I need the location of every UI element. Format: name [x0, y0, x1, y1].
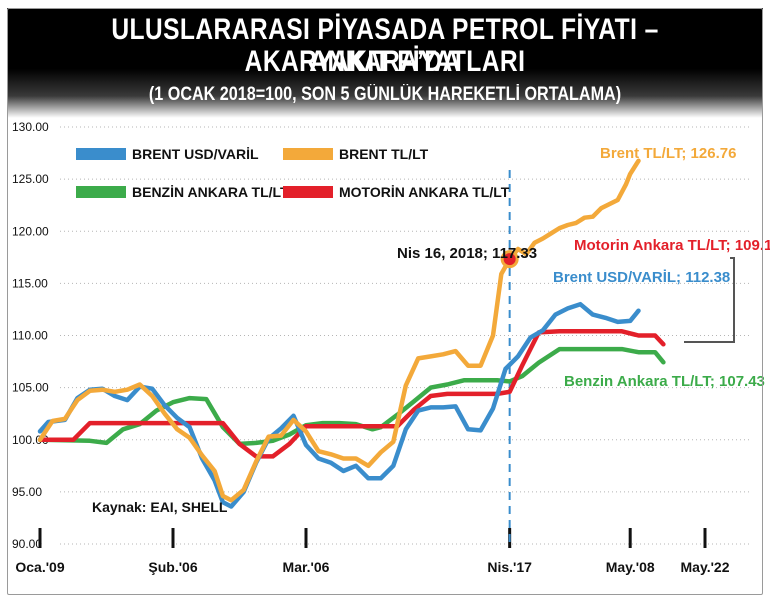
- y-tick-label: 95.00: [12, 485, 42, 499]
- y-tick-label: 130.00: [12, 120, 49, 134]
- callout-bracket: [684, 257, 735, 343]
- legend-swatch: [283, 148, 333, 160]
- series-lines: [37, 158, 666, 509]
- y-tick-label: 110.00: [12, 329, 48, 343]
- x-tick-label: Şub.'06: [148, 559, 197, 575]
- legend-label: BENZİN ANKARA TL/LT: [132, 184, 289, 200]
- x-axis: Oca.'09 Şub.'06 Mar.'06 Nis.'17 May.'08 May.'…: [15, 528, 730, 575]
- y-tick-label: 105.00: [12, 381, 49, 395]
- y-axis: 130.00125.00120.00115.00110.00105.00100.…: [12, 120, 49, 551]
- y-tick-label: 125.00: [12, 172, 49, 186]
- chart-subtitle: (1 OCAK 2018=100, SON 5 GÜNLÜK HAREKETLİ…: [148, 84, 622, 105]
- x-tick-label: Oca.'09: [15, 559, 64, 575]
- y-tick-label: 90.00: [12, 537, 42, 551]
- annotation-label: Benzin Ankara TL/LT; 107.43: [564, 373, 765, 390]
- y-tick-label: 120.00: [12, 224, 49, 238]
- highlight-point: [500, 250, 519, 269]
- legend-label: BRENT USD/VARİL: [132, 146, 259, 162]
- annotation-label: Motorin Ankara TL/LT; 109.16: [574, 237, 770, 254]
- x-tick-label: May.'08: [606, 559, 655, 575]
- source-note: Kaynak: EAI, SHELL: [92, 499, 228, 515]
- annotation-label: Nis 16, 2018; 117.33: [397, 245, 537, 262]
- y-tick-label: 115.00: [12, 276, 48, 290]
- legend-label: BRENT TL/LT: [339, 146, 429, 162]
- x-tick-label: Mar.'06: [283, 559, 330, 575]
- legend-label: MOTORİN ANKARA TL/LT: [339, 184, 510, 200]
- legend-swatch: [76, 186, 126, 198]
- x-tick-label: May.'22: [681, 559, 730, 575]
- chart-title-line2: AKARYAKIT FİYATLARI: [244, 45, 526, 78]
- annotation-label: Brent TL/LT; 126.76: [600, 145, 736, 162]
- x-tick-label: Nis.'17: [487, 559, 532, 575]
- legend-swatch: [76, 148, 126, 160]
- legend-swatch: [283, 186, 333, 198]
- annotations: Nis 16, 2018; 117.33 Brent TL/LT; 126.76 M…: [397, 145, 770, 390]
- motorin-callout-bracket: [684, 257, 735, 343]
- series-line-benzi-n-ankara-tl-lt: [37, 346, 666, 447]
- annotation-label: Brent USD/VARİL; 112.38: [553, 269, 730, 286]
- legend: BRENT USD/VARİL BRENT TL/LT BENZİN ANKARA …: [76, 146, 510, 200]
- series-line-brent-usd-vari-l: [37, 301, 641, 509]
- header-band: [7, 8, 763, 118]
- series-line-brent-tl-lt: [37, 158, 641, 503]
- chart-title-line1: ULUSLARARASI PİYASADA PETROL FİYATI – AN…: [111, 13, 659, 78]
